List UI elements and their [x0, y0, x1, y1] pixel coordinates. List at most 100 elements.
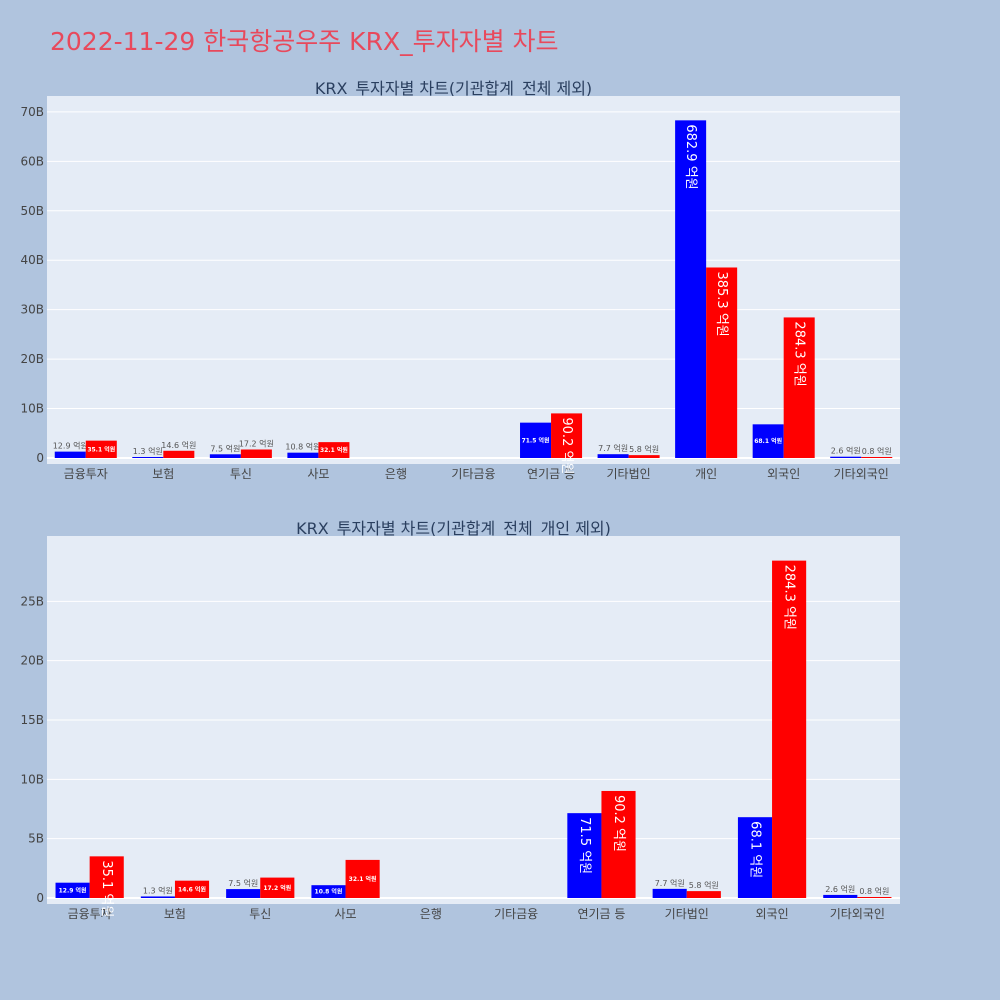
bottom-y-tick-label: 10B: [20, 772, 44, 786]
bottom-bar-blue: [140, 896, 175, 898]
bottom-bar-blue: [823, 894, 858, 898]
top-data-label: 17.2 억원: [239, 438, 274, 448]
bottom-x-tick-label: 기타외국인: [830, 907, 885, 921]
top-data-label: 35.1 억원: [87, 445, 115, 453]
bottom-data-label: 71.5 억원: [577, 817, 592, 874]
top-data-label: 14.6 억원: [161, 440, 196, 450]
top-x-tick-label: 개인: [695, 467, 717, 481]
top-x-tick-label: 사모: [307, 467, 329, 481]
bottom-x-tick-label: 연기금 등: [577, 907, 625, 921]
chart-bottom-svg: KRX_투자자별 차트(기관합계_전체_개인 제외) 0 5B 10B 15B 20B 25…: [20, 519, 900, 921]
bottom-bar-red: [772, 560, 807, 898]
top-data-label: 32.1 억원: [320, 446, 348, 454]
bottom-bar-blue: [567, 813, 602, 898]
top-data-label: 71.5 억원: [522, 436, 550, 444]
bottom-bar-blue: [55, 882, 90, 898]
bottom-bar-blue: [311, 885, 346, 898]
bottom-bar-red: [345, 859, 380, 898]
top-bar-red: [318, 442, 350, 458]
top-data-label: 5.8 억원: [629, 444, 659, 454]
bottom-y-tick-label: 0: [36, 891, 44, 905]
chart-top: KRX_투자자별 차트(기관합계_전체 제외) 0 10B 20B 30B 40B 50B 6…: [0, 70, 1000, 481]
bottom-data-label: 7.5 억원: [228, 878, 258, 888]
top-plot-area: [47, 96, 900, 464]
top-bar-red: [706, 267, 738, 458]
bottom-bar-red: [601, 790, 636, 898]
top-data-label: 385.3 억원: [714, 271, 729, 336]
top-data-label: 2.6 억원: [831, 446, 861, 456]
top-bar-blue: [209, 454, 241, 458]
top-bar-red: [240, 449, 272, 458]
top-y-tick-label: 60B: [20, 154, 44, 168]
top-bar-blue: [132, 457, 164, 458]
bottom-data-label: 35.1 억원: [99, 860, 114, 917]
bottom-data-label: 17.2 억원: [263, 884, 291, 892]
top-data-label: 284.3 억원: [792, 321, 807, 386]
bottom-y-tick-label: 25B: [20, 594, 44, 608]
top-bar-blue: [752, 424, 784, 458]
top-data-label: 68.1 억원: [754, 437, 782, 445]
top-data-label: 1.3 억원: [133, 446, 163, 456]
bottom-y-tick-label: 15B: [20, 713, 44, 727]
bottom-x-tick-label: 기타금융: [494, 907, 538, 921]
bottom-x-tick-label: 금융투자: [68, 907, 112, 921]
top-x-tick-label: 기타법인: [607, 467, 651, 481]
bottom-bar-red: [260, 877, 295, 898]
bottom-data-label: 2.6 억원: [825, 884, 855, 894]
top-bar-red: [85, 440, 117, 458]
bottom-y-tick-label: 5B: [28, 832, 44, 846]
top-x-tick-label: 연기금 등: [527, 467, 575, 481]
top-x-tick-label: 기타금융: [451, 467, 495, 481]
bottom-x-tick-label: 사모: [335, 907, 357, 921]
top-y-tick-label: 40B: [20, 253, 44, 267]
bottom-data-label: 1.3 억원: [143, 885, 173, 895]
top-x-tick-label: 금융투자: [64, 467, 108, 481]
bottom-data-label: 10.8 억원: [315, 888, 343, 896]
bottom-bar-blue: [737, 817, 773, 898]
top-data-label: 12.9 억원: [53, 441, 88, 451]
top-bar-red: [163, 450, 195, 458]
top-data-label: 682.9 억원: [683, 124, 698, 189]
bottom-data-label: 32.1 억원: [349, 875, 377, 883]
top-chart-title: KRX_투자자별 차트(기관합계_전체 제외): [315, 79, 592, 99]
bottom-data-label: 68.1 억원: [747, 821, 762, 878]
top-x-tick-label: 투신: [230, 467, 252, 481]
bottom-bar-red: [857, 897, 892, 898]
bottom-x-tick-label: 외국인: [755, 907, 788, 921]
bottom-chart-title: KRX_투자자별 차트(기관합계_전체_개인 제외): [296, 519, 611, 539]
top-x-tick-label: 기타외국인: [834, 467, 889, 481]
bottom-x-tick-label: 보험: [164, 907, 186, 921]
top-bar-blue: [287, 452, 319, 458]
chart-top-svg: KRX_투자자별 차트(기관합계_전체 제외) 0 10B 20B 30B 40B 50B 6…: [20, 79, 900, 481]
top-bar-red: [628, 455, 660, 458]
bottom-x-tick-label: 투신: [249, 907, 271, 921]
bottom-data-label: 0.8 억원: [859, 886, 889, 896]
top-y-tick-label: 30B: [20, 303, 44, 317]
top-y-tick-label: 20B: [20, 352, 44, 366]
bottom-bar-blue: [652, 888, 687, 898]
top-bar-red: [551, 413, 583, 458]
top-data-label: 10.8 억원: [285, 442, 320, 452]
bottom-bar-red: [174, 880, 210, 898]
top-data-label: 0.8 억원: [862, 446, 892, 456]
top-data-label: 7.5 억원: [210, 443, 240, 453]
bottom-data-label: 14.6 억원: [178, 885, 206, 893]
bottom-data-label: 284.3 억원: [782, 565, 797, 630]
top-data-label: 7.7 억원: [598, 443, 628, 453]
top-bar-blue: [675, 120, 707, 459]
bottom-bar-red: [89, 856, 124, 898]
bottom-data-label: 7.7 억원: [655, 878, 685, 888]
bottom-x-tick-label: 은행: [420, 906, 442, 921]
top-data-label: 90.2 억원: [559, 417, 574, 474]
top-y-tick-label: 50B: [20, 204, 44, 218]
top-x-tick-label: 은행: [385, 466, 407, 481]
top-x-tick-label: 외국인: [767, 467, 800, 481]
top-y-tick-label: 10B: [20, 402, 44, 416]
top-y-tick-label: 70B: [20, 105, 44, 119]
bottom-bar-red: [686, 891, 721, 898]
top-bar-blue: [597, 454, 629, 458]
top-y-tick-label: 0: [36, 451, 44, 465]
bottom-data-label: 5.8 억원: [689, 880, 719, 890]
bottom-data-label: 12.9 억원: [59, 886, 87, 894]
bottom-x-tick-label: 기타법인: [665, 907, 709, 921]
